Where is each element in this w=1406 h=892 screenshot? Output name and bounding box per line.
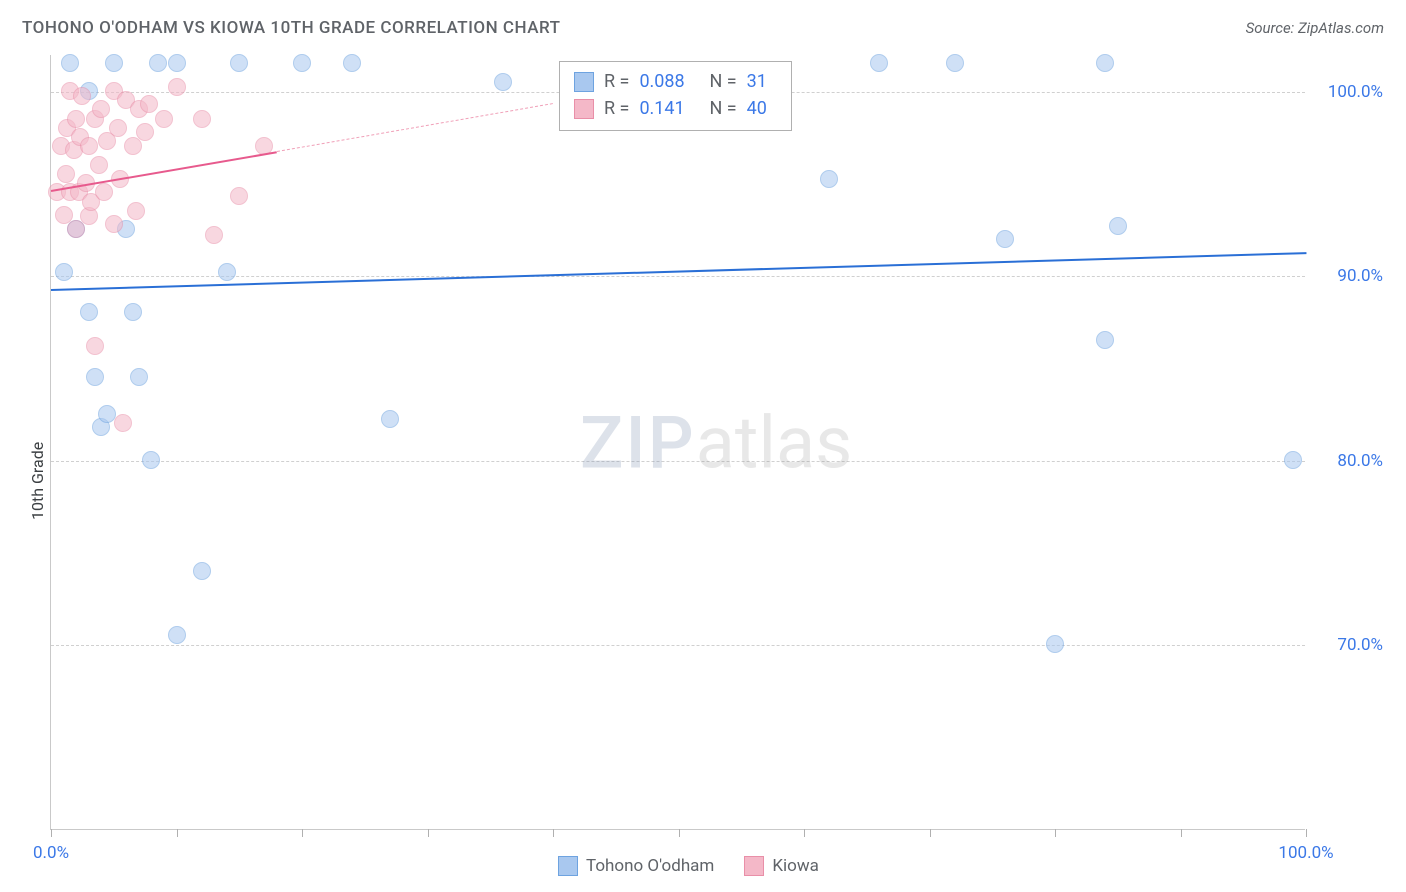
data-point (80, 303, 98, 321)
data-point (293, 54, 311, 72)
scatter-plot: 70.0%80.0%90.0%100.0%0.0%100.0%ZIPatlas (50, 55, 1305, 830)
data-point (55, 263, 73, 281)
data-point (130, 368, 148, 386)
gridline-h (51, 276, 1305, 277)
data-point (95, 183, 113, 201)
data-point (149, 54, 167, 72)
x-tick (51, 829, 52, 837)
data-point (61, 54, 79, 72)
trend-line (51, 151, 277, 192)
data-point (86, 368, 104, 386)
data-point (230, 54, 248, 72)
data-point (1096, 331, 1114, 349)
legend-row: R = 0.088 N = 31 (574, 68, 777, 95)
legend-item: Tohono O'odham (558, 856, 714, 876)
gridline-h (51, 645, 1305, 646)
y-tick-label: 80.0% (1337, 451, 1383, 471)
data-point (109, 119, 127, 137)
legend-item: Kiowa (744, 856, 819, 876)
data-point (136, 123, 154, 141)
data-point (218, 263, 236, 281)
y-axis-label: 10th Grade (28, 442, 47, 520)
x-tick-label: 0.0% (33, 843, 69, 863)
data-point (1109, 217, 1127, 235)
data-point (381, 410, 399, 428)
data-point (1096, 54, 1114, 72)
x-tick (1055, 829, 1056, 837)
data-point (114, 414, 132, 432)
x-tick (553, 829, 554, 837)
legend-swatch (558, 856, 578, 876)
data-point (230, 187, 248, 205)
trend-line (277, 103, 553, 152)
data-point (92, 100, 110, 118)
legend-series-label: Kiowa (772, 856, 819, 876)
x-tick (804, 829, 805, 837)
data-point (155, 110, 173, 128)
legend-r-value: 0.141 (639, 95, 699, 122)
data-point (1284, 451, 1302, 469)
data-point (193, 562, 211, 580)
trend-line (51, 252, 1306, 291)
chart-title: TOHONO O'ODHAM VS KIOWA 10TH GRADE CORRE… (22, 18, 561, 38)
data-point (67, 110, 85, 128)
y-tick-label: 90.0% (1337, 266, 1383, 286)
legend-series-label: Tohono O'odham (586, 856, 714, 876)
legend-r-label: R = (604, 68, 629, 95)
data-point (124, 137, 142, 155)
data-point (168, 78, 186, 96)
data-point (142, 451, 160, 469)
data-point (140, 95, 158, 113)
gridline-h (51, 461, 1305, 462)
x-tick (428, 829, 429, 837)
x-tick (930, 829, 931, 837)
data-point (1046, 635, 1064, 653)
x-tick (679, 829, 680, 837)
data-point (343, 54, 361, 72)
y-tick-label: 70.0% (1337, 635, 1383, 655)
legend-swatch (574, 99, 594, 119)
x-tick (1181, 829, 1182, 837)
data-point (90, 156, 108, 174)
data-point (57, 165, 75, 183)
legend-n-value: 40 (747, 95, 777, 122)
x-tick (1306, 829, 1307, 837)
watermark: ZIPatlas (580, 400, 852, 485)
data-point (127, 202, 145, 220)
correlation-legend: R = 0.088 N = 31 R = 0.141 N = 40 (559, 61, 792, 131)
data-point (80, 137, 98, 155)
y-tick-label: 100.0% (1328, 82, 1383, 102)
data-point (105, 215, 123, 233)
source-label: Source: ZipAtlas.com (1246, 19, 1384, 37)
data-point (105, 54, 123, 72)
data-point (946, 54, 964, 72)
data-point (168, 54, 186, 72)
data-point (494, 73, 512, 91)
legend-n-label: N = (709, 95, 736, 122)
data-point (86, 337, 104, 355)
legend-swatch (574, 72, 594, 92)
legend-row: R = 0.141 N = 40 (574, 95, 777, 122)
data-point (124, 303, 142, 321)
x-tick (302, 829, 303, 837)
data-point (73, 87, 91, 105)
data-point (870, 54, 888, 72)
x-tick (177, 829, 178, 837)
data-point (996, 230, 1014, 248)
data-point (193, 110, 211, 128)
data-point (168, 626, 186, 644)
legend-n-value: 31 (747, 68, 777, 95)
legend-r-label: R = (604, 95, 629, 122)
data-point (205, 226, 223, 244)
series-legend: Tohono O'odham Kiowa (558, 856, 819, 876)
legend-swatch (744, 856, 764, 876)
data-point (820, 170, 838, 188)
x-tick-label: 100.0% (1278, 843, 1333, 863)
legend-n-label: N = (709, 68, 736, 95)
legend-r-value: 0.088 (639, 68, 699, 95)
data-point (55, 206, 73, 224)
